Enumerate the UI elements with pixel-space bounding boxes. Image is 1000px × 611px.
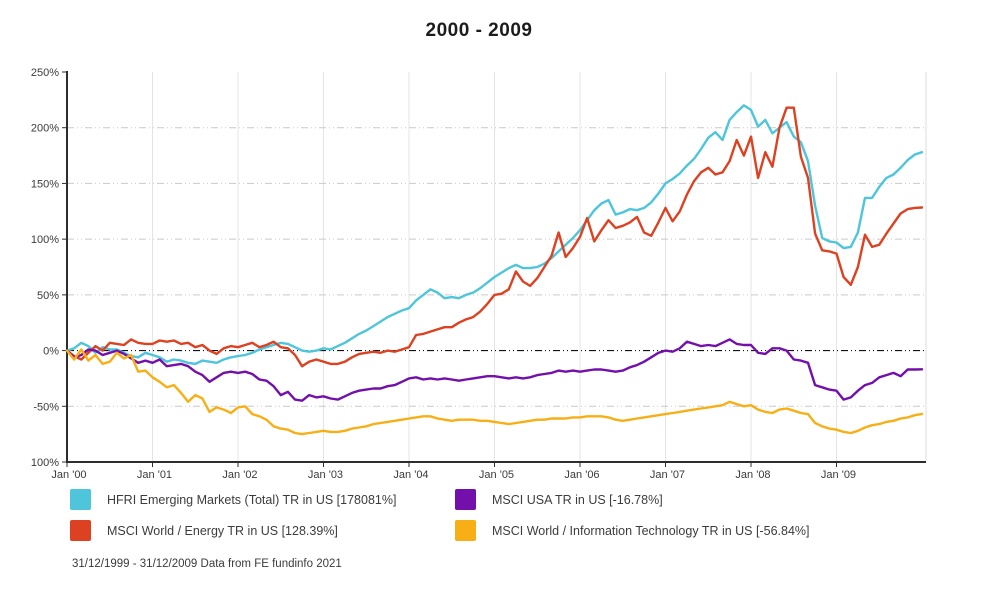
x-tick-label: Jan '02 [222, 469, 257, 481]
x-tick-label: Jan '09 [821, 469, 856, 481]
y-tick-label: 200% [31, 123, 59, 135]
y-tick-label: 250% [31, 67, 59, 79]
y-tick-label: 150% [31, 178, 59, 190]
x-tick-label: Jan '08 [735, 469, 770, 481]
y-tick-label: 100% [31, 234, 59, 246]
legend-item-msci-world-information-technology: MSCI World / Information Technology TR i… [455, 520, 810, 541]
y-tick-label: -50% [33, 401, 59, 413]
line-chart: 250%200%150%100%50%0%-50%100%Jan '00 Jan … [31, 67, 927, 481]
legend-label: MSCI USA TR in US [-16.78%] [492, 492, 663, 507]
legend-label: HFRI Emerging Markets (Total) TR in US [… [107, 492, 397, 507]
date-range-source-note: 31/12/1999 - 31/12/2009 Data from FE fun… [72, 558, 342, 570]
x-tick-label: Jan '05 [479, 469, 514, 481]
y-tick-label: 0% [43, 346, 59, 358]
legend-swatch-icon [455, 520, 476, 541]
legend-label: MSCI World / Information Technology TR i… [492, 523, 810, 538]
x-tick-label: Jan '01 [137, 469, 172, 481]
legend-item-msci-world-energy: MSCI World / Energy TR in US [128.39%] [70, 520, 338, 541]
series-line-msci-world-energy [65, 106, 924, 368]
chart-title: 2000 - 2009 [425, 20, 533, 41]
legend-item-msci-usa: MSCI USA TR in US [-16.78%] [455, 489, 663, 510]
x-tick-label: Jan '04 [393, 469, 428, 481]
legend-swatch-icon [70, 489, 91, 510]
legend-label: MSCI World / Energy TR in US [128.39%] [107, 523, 338, 538]
x-tick-label: Jan '03 [308, 469, 343, 481]
series-line-msci-usa [65, 338, 924, 402]
series-line-msci-world-information-technology [65, 348, 924, 436]
x-tick-label: Jan '06 [564, 469, 599, 481]
legend-swatch-icon [455, 489, 476, 510]
y-tick-label: 50% [37, 290, 59, 302]
x-tick-label: Jan '00 [51, 469, 86, 481]
y-tick-label: 100% [31, 457, 59, 469]
legend-swatch-icon [70, 520, 91, 541]
legend-item-hfri-emerging-markets: HFRI Emerging Markets (Total) TR in US [… [70, 489, 396, 510]
x-tick-label: Jan '07 [650, 469, 685, 481]
